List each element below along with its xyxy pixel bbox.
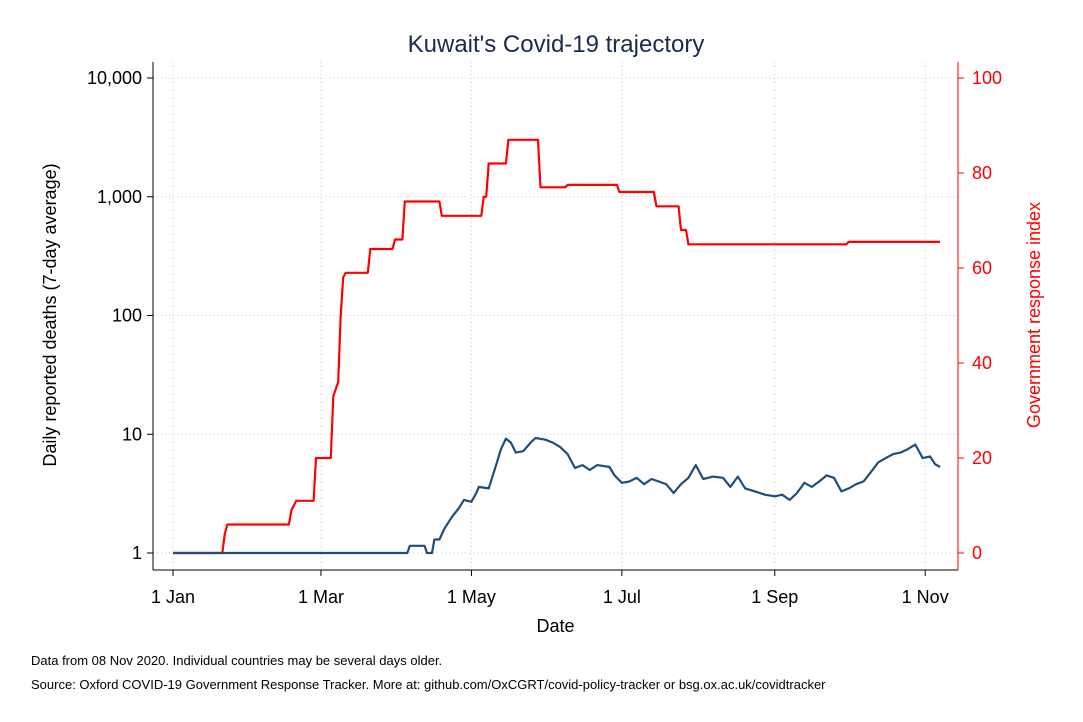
y-right-tick-label: 80 <box>972 163 992 183</box>
y-right-tick-label: 0 <box>972 543 982 563</box>
x-tick-label: 1 Jul <box>603 587 641 607</box>
x-axis-title: Date <box>536 616 574 636</box>
y-right-tick-label: 100 <box>972 68 1002 88</box>
y-left-tick-label: 100 <box>112 306 142 326</box>
response-index-series-line <box>173 138 940 555</box>
y-right-tick-label: 40 <box>972 353 992 373</box>
x-tick-label: 1 Nov <box>902 587 949 607</box>
x-tick-label: 1 Sep <box>751 587 798 607</box>
x-tick-label: 1 Jan <box>151 587 195 607</box>
y-right-tick-label: 20 <box>972 448 992 468</box>
deaths-series-line <box>173 436 941 555</box>
data-date-note: Data from 08 Nov 2020. Individual countr… <box>31 653 443 668</box>
y-axis-right-title: Government response index <box>1024 202 1044 428</box>
y-right-tick-label: 60 <box>972 258 992 278</box>
y-axis-left-title: Daily reported deaths (7-day average) <box>40 163 60 466</box>
source-note: Source: Oxford COVID-19 Government Respo… <box>31 677 826 692</box>
y-left-tick-label: 1 <box>132 543 142 563</box>
y-left-tick-label: 10,000 <box>87 68 142 88</box>
chart-title: Kuwait's Covid-19 trajectory <box>408 31 705 58</box>
x-tick-label: 1 May <box>447 587 496 607</box>
y-left-tick-label: 10 <box>122 424 142 444</box>
y-left-tick-label: 1,000 <box>97 187 142 207</box>
x-tick-label: 1 Mar <box>298 587 344 607</box>
chart-canvas: Kuwait's Covid-19 trajectory 1 10 100 1,000 1… <box>40 31 1044 636</box>
